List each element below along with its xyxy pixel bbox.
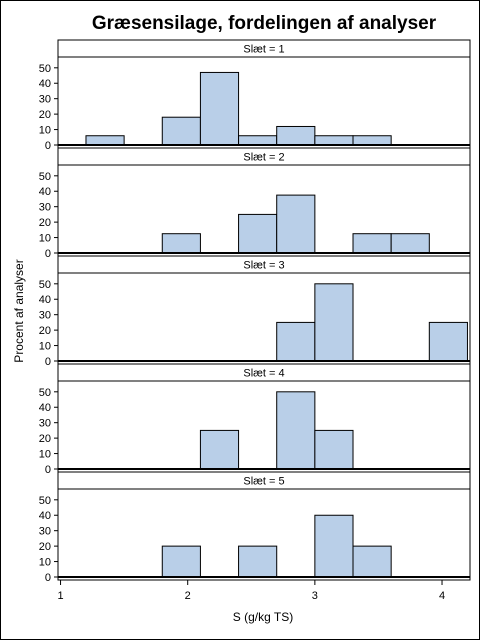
- y-tick-label: 20: [39, 433, 51, 445]
- y-tick-label: 30: [39, 94, 51, 106]
- y-tick-label: 0: [45, 356, 51, 368]
- y-tick-label: 30: [39, 310, 51, 322]
- y-tick-label: 50: [39, 171, 51, 183]
- y-tick-label: 0: [45, 140, 51, 152]
- y-tick-label: 10: [39, 341, 51, 353]
- histogram-bar: [352, 135, 392, 146]
- y-tick-label: 10: [39, 125, 51, 137]
- panel-label: Slæt = 4: [243, 368, 284, 380]
- histogram-bar: [352, 233, 392, 254]
- panel-4: Slæt = 4 0 10 20 30 40 50: [39, 363, 471, 476]
- panel-plot-frame: [57, 272, 471, 365]
- histogram-bar: [314, 135, 354, 146]
- panel-plot-frame: [57, 380, 471, 473]
- x-axis-label: S (g/kg TS): [233, 610, 293, 624]
- y-tick-label: 40: [39, 186, 51, 198]
- histogram-bar: [314, 283, 354, 362]
- histogram-bar: [276, 321, 316, 362]
- histogram-bar: [161, 545, 201, 578]
- histogram-bar: [238, 545, 278, 578]
- y-tick-label: 10: [39, 449, 51, 461]
- histogram-bar: [238, 213, 278, 254]
- histogram-bar: [199, 71, 240, 146]
- y-tick-label: 40: [39, 510, 51, 522]
- histogram-bar: [85, 135, 125, 146]
- y-tick-label: 30: [39, 418, 51, 430]
- histogram-bar: [390, 233, 430, 254]
- panel-label: Slæt = 2: [243, 152, 284, 164]
- histogram-bar: [428, 321, 468, 362]
- x-axis: 1 2 3 4: [57, 580, 445, 602]
- y-tick-label: 10: [39, 233, 51, 245]
- y-tick-label: 50: [39, 495, 51, 507]
- x-tick-label: 4: [439, 590, 445, 602]
- panel-plot-frame: [57, 56, 471, 149]
- histogram-bar: [199, 429, 240, 470]
- y-tick-label: 40: [39, 78, 51, 90]
- y-tick-label: 40: [39, 402, 51, 414]
- y-tick-label: 0: [45, 464, 51, 476]
- panel-1: Slæt = 1 0 10 20 30 40 50: [39, 39, 471, 152]
- y-tick-label: 10: [39, 557, 51, 569]
- y-axis-label: Procent af analyser: [12, 259, 26, 362]
- y-tick-label: 50: [39, 279, 51, 291]
- panel-2: Slæt = 2 0 10 20 30 40 50: [39, 147, 471, 260]
- histogram-bar: [352, 545, 392, 578]
- chart-title: Græsensilage, fordelingen af analyser: [92, 13, 437, 34]
- histogram-bar: [276, 194, 316, 254]
- histogram-bar: [276, 391, 316, 470]
- histogram-bar: [314, 429, 354, 470]
- y-tick-label: 50: [39, 63, 51, 75]
- panel-5: Slæt = 5 0 10 20 30 40 50: [39, 471, 471, 584]
- x-tick-label: 3: [312, 590, 318, 602]
- y-tick-label: 40: [39, 294, 51, 306]
- x-tick-label: 2: [185, 590, 191, 602]
- y-tick-label: 30: [39, 202, 51, 214]
- y-tick-label: 30: [39, 526, 51, 538]
- histogram-bar: [161, 233, 201, 254]
- y-tick-label: 0: [45, 572, 51, 584]
- histogram-bar: [276, 125, 316, 146]
- panel-label: Slæt = 1: [243, 44, 284, 56]
- panel-label: Slæt = 5: [243, 476, 284, 488]
- y-tick-label: 20: [39, 217, 51, 229]
- y-tick-label: 20: [39, 109, 51, 121]
- histogram-bar: [238, 135, 278, 146]
- panel-label: Slæt = 3: [243, 260, 284, 272]
- y-tick-label: 20: [39, 541, 51, 553]
- histogram-bar: [314, 514, 354, 578]
- x-tick-label: 1: [57, 590, 63, 602]
- histogram-bar: [161, 116, 201, 146]
- y-tick-label: 0: [45, 248, 51, 260]
- y-tick-label: 50: [39, 387, 51, 399]
- panel-3: Slæt = 3 0 10 20 30 40 50: [39, 255, 471, 368]
- y-tick-label: 20: [39, 325, 51, 337]
